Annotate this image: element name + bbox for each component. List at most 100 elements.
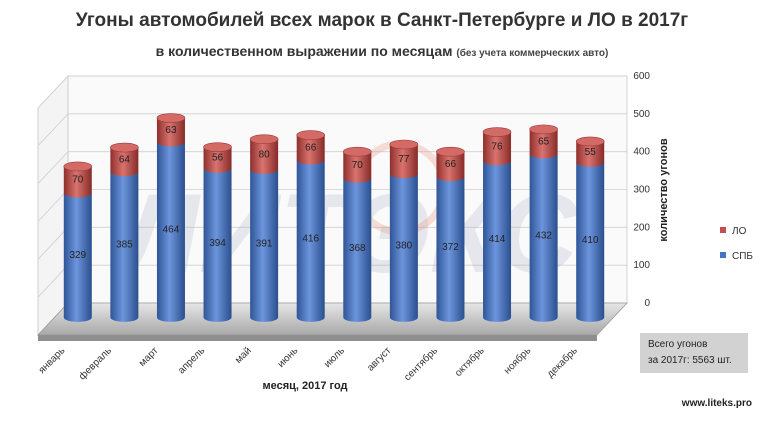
x-tick-label-2: март bbox=[137, 345, 161, 369]
bar-lo-1 bbox=[110, 147, 139, 177]
x-tick-label-9: октябрь bbox=[452, 345, 486, 379]
bar-lo-9 bbox=[483, 132, 512, 166]
value-label-lo-4: 80 bbox=[259, 149, 271, 160]
bar-lo-8 bbox=[436, 151, 465, 182]
legend-item-lo: ЛО bbox=[720, 226, 746, 237]
value-label-lo-0: 70 bbox=[72, 175, 84, 186]
bar-top-7 bbox=[389, 139, 419, 150]
bar-top-0 bbox=[63, 161, 93, 172]
bar-top-4 bbox=[249, 134, 279, 145]
x-tick-label-7: август bbox=[365, 345, 394, 374]
bar-lo-10 bbox=[529, 129, 558, 159]
bar-top-11 bbox=[575, 136, 605, 147]
bar-top-3 bbox=[203, 142, 232, 152]
bar-top-1 bbox=[110, 142, 139, 153]
x-tick-label-0: январь bbox=[37, 345, 68, 376]
value-label-lo-1: 64 bbox=[119, 155, 131, 166]
bar-top-9 bbox=[482, 127, 512, 137]
value-label-lo-7: 77 bbox=[398, 154, 410, 165]
bar-lo-3 bbox=[203, 147, 232, 173]
bar-spb-2 bbox=[156, 141, 185, 322]
bar-top-6 bbox=[342, 146, 372, 157]
value-label-lo-11: 55 bbox=[585, 147, 597, 158]
value-label-spb-9: 414 bbox=[489, 234, 506, 245]
value-label-lo-9: 76 bbox=[491, 141, 503, 152]
chart-subtitle: в количественном выражении по месяцам (б… bbox=[0, 43, 764, 59]
total-box: Всего угонов за 2017г: 5563 шт. bbox=[640, 333, 748, 373]
gridline-side bbox=[37, 227, 69, 260]
bar-spb-9 bbox=[483, 160, 512, 322]
value-label-spb-6: 368 bbox=[349, 243, 366, 254]
subtitle-main: в количественном выражении по месяцам bbox=[155, 43, 453, 59]
bar-spb-0 bbox=[63, 192, 92, 322]
value-label-spb-0: 329 bbox=[69, 250, 86, 261]
gridline-side bbox=[37, 189, 69, 222]
value-label-lo-2: 63 bbox=[165, 125, 177, 136]
bar-spb-3 bbox=[203, 168, 232, 322]
value-label-spb-7: 380 bbox=[396, 241, 413, 252]
x-axis-title: месяц, 2017 год bbox=[262, 380, 347, 392]
value-label-spb-4: 391 bbox=[256, 238, 273, 249]
bar-spb-11 bbox=[576, 162, 605, 322]
bar-lo-2 bbox=[156, 118, 185, 147]
value-label-spb-5: 416 bbox=[302, 234, 319, 245]
bar-lo-7 bbox=[389, 144, 418, 179]
value-label-spb-1: 385 bbox=[116, 240, 133, 251]
y-tick-label: 300 bbox=[633, 185, 650, 196]
gridline-side bbox=[37, 151, 69, 184]
bar-spb-1 bbox=[110, 171, 139, 322]
x-tick-label-4: май bbox=[233, 345, 254, 366]
bar-lo-11 bbox=[576, 141, 605, 167]
legend-item-spb: СПБ bbox=[720, 251, 753, 262]
bar-top-2 bbox=[156, 113, 186, 123]
bar-spb-6 bbox=[343, 178, 372, 322]
x-tick-label-11: декабрь bbox=[544, 345, 579, 380]
gridline-side bbox=[37, 264, 69, 298]
bar-top-10 bbox=[529, 124, 558, 135]
bar-spb-4 bbox=[250, 169, 279, 322]
total-line-1: Всего угонов bbox=[648, 339, 708, 350]
value-label-spb-2: 464 bbox=[163, 225, 180, 236]
y-tick-label: 0 bbox=[644, 298, 650, 309]
x-tick-label-10: ноябрь bbox=[501, 345, 533, 377]
bar-spb-8 bbox=[436, 176, 465, 322]
value-label-lo-6: 70 bbox=[352, 160, 364, 171]
bar-lo-6 bbox=[343, 151, 372, 183]
y-tick-label: 500 bbox=[633, 109, 650, 120]
bar-spb-7 bbox=[389, 173, 418, 322]
bar-spb-10 bbox=[529, 153, 558, 322]
value-label-lo-5: 66 bbox=[305, 143, 317, 154]
value-label-spb-11: 410 bbox=[582, 235, 599, 246]
value-label-lo-8: 66 bbox=[445, 159, 457, 170]
x-tick-label-1: февраль bbox=[76, 345, 114, 383]
x-tick-label-5: июнь bbox=[276, 345, 301, 370]
x-tick-label-8: сентябрь bbox=[401, 345, 440, 384]
y-tick-label: 100 bbox=[633, 260, 650, 271]
bar-top-5 bbox=[296, 130, 326, 140]
bar-lo-5 bbox=[296, 135, 325, 165]
floor-edge bbox=[38, 335, 597, 341]
gridline-side bbox=[37, 75, 69, 109]
bar-top-8 bbox=[436, 146, 465, 157]
bar-lo-0 bbox=[63, 166, 92, 198]
site-url[interactable]: www.liteks.pro bbox=[681, 398, 752, 409]
y-tick-label: 200 bbox=[633, 222, 650, 233]
bar-spb-5 bbox=[296, 160, 325, 322]
y-tick-label: 400 bbox=[633, 147, 650, 158]
value-label-spb-10: 432 bbox=[535, 231, 552, 242]
legend-label-lo: ЛО bbox=[732, 226, 747, 237]
value-label-lo-3: 56 bbox=[212, 153, 224, 164]
legend-swatch-spb bbox=[720, 252, 726, 258]
subtitle-note: (без учета коммерческих авто) bbox=[456, 48, 609, 59]
total-line-2: за 2017г: 5563 шт. bbox=[648, 355, 732, 366]
y-tick-label: 600 bbox=[633, 71, 650, 82]
x-tick-label-6: июль bbox=[322, 345, 347, 370]
x-tick-label-3: апрель bbox=[176, 345, 207, 376]
legend-label-spb: СПБ bbox=[732, 251, 753, 262]
value-label-spb-8: 372 bbox=[442, 242, 459, 253]
legend-swatch-lo bbox=[720, 227, 726, 233]
value-label-lo-10: 65 bbox=[538, 137, 550, 148]
gridline-side bbox=[37, 113, 69, 147]
bar-lo-4 bbox=[250, 139, 279, 174]
